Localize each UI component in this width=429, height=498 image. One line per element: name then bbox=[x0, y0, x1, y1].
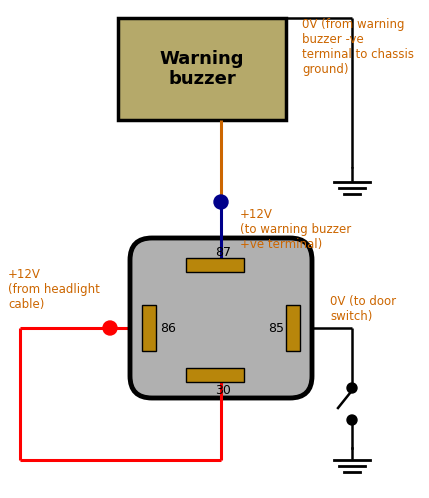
Text: 0V (to door
switch): 0V (to door switch) bbox=[330, 295, 396, 323]
Bar bbox=[186, 368, 244, 382]
Bar bbox=[142, 305, 156, 351]
Text: 86: 86 bbox=[160, 322, 176, 335]
Text: 30: 30 bbox=[215, 383, 231, 396]
Text: Warning
buzzer: Warning buzzer bbox=[160, 50, 244, 89]
Circle shape bbox=[347, 383, 357, 393]
Text: 85: 85 bbox=[268, 322, 284, 335]
Circle shape bbox=[214, 195, 228, 209]
Circle shape bbox=[103, 321, 117, 335]
Text: 0V (from warning
buzzer -ve
terminal to chassis
ground): 0V (from warning buzzer -ve terminal to … bbox=[302, 18, 414, 76]
Bar bbox=[286, 305, 300, 351]
Text: +12V
(from headlight
cable): +12V (from headlight cable) bbox=[8, 268, 100, 311]
Circle shape bbox=[347, 415, 357, 425]
Bar bbox=[186, 258, 244, 272]
Text: +12V
(to warning buzzer
+ve terminal): +12V (to warning buzzer +ve terminal) bbox=[240, 208, 351, 251]
Bar bbox=[118, 18, 286, 120]
FancyBboxPatch shape bbox=[130, 238, 312, 398]
Text: 87: 87 bbox=[215, 246, 231, 258]
